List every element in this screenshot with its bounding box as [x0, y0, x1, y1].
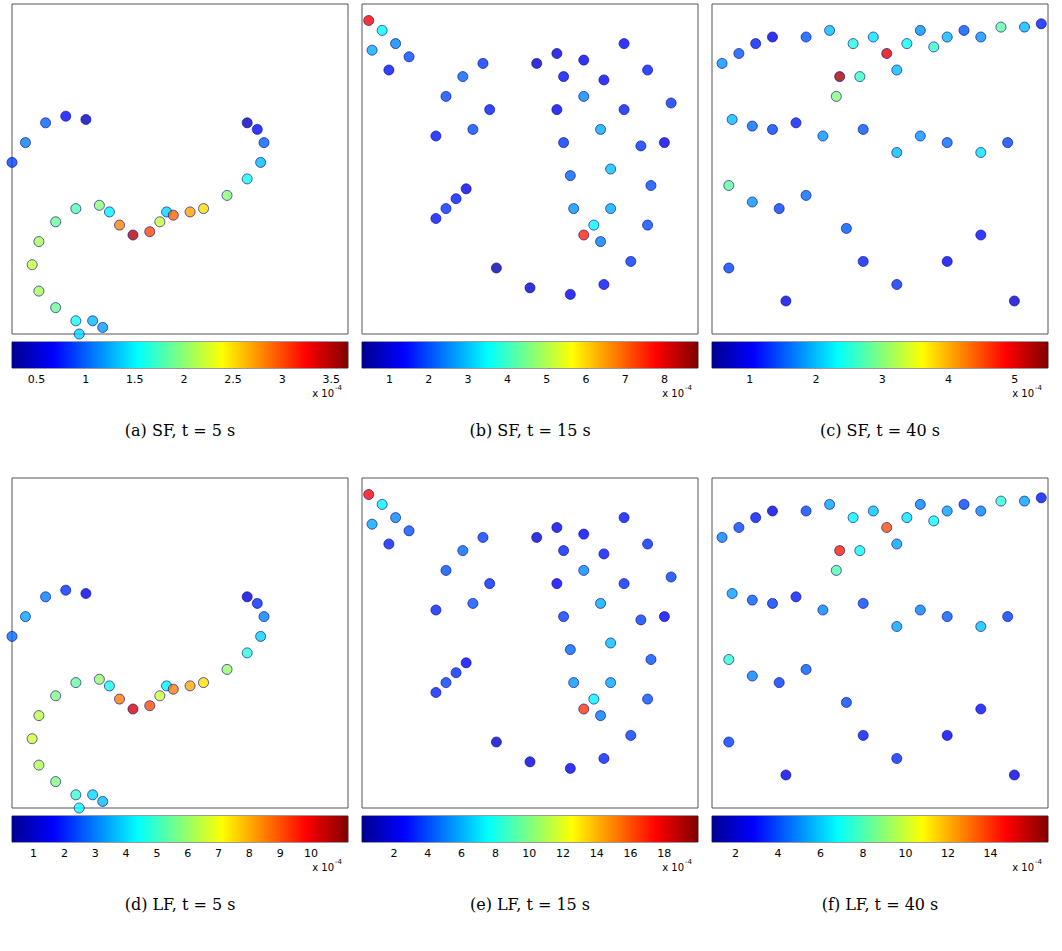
svg-text:1: 1: [30, 847, 37, 860]
svg-text:6: 6: [817, 847, 824, 860]
svg-text:5: 5: [153, 847, 160, 860]
svg-text:8: 8: [246, 847, 253, 860]
svg-text:5: 5: [543, 373, 550, 386]
svg-text:2: 2: [732, 847, 739, 860]
svg-text:3.5: 3.5: [323, 373, 341, 386]
svg-text:(b) SF, t = 15 s: (b) SF, t = 15 s: [469, 421, 590, 440]
svg-text:1: 1: [746, 373, 753, 386]
svg-text:9: 9: [277, 847, 284, 860]
svg-text:8: 8: [492, 847, 499, 860]
svg-text:2: 2: [425, 373, 432, 386]
svg-text:x 10: x 10: [662, 862, 684, 873]
svg-text:8: 8: [859, 847, 866, 860]
svg-text:2: 2: [61, 847, 68, 860]
svg-text:3: 3: [465, 373, 472, 386]
svg-text:5: 5: [1011, 373, 1018, 386]
svg-text:-4: -4: [335, 383, 342, 392]
svg-text:0.5: 0.5: [28, 373, 46, 386]
svg-text:(f) LF, t = 40 s: (f) LF, t = 40 s: [822, 895, 939, 914]
svg-text:1: 1: [386, 373, 393, 386]
svg-text:1.5: 1.5: [126, 373, 144, 386]
svg-text:3: 3: [879, 373, 886, 386]
svg-text:(d) LF, t = 5 s: (d) LF, t = 5 s: [125, 895, 236, 914]
svg-text:18: 18: [657, 847, 671, 860]
svg-text:4: 4: [424, 847, 431, 860]
svg-text:14: 14: [590, 847, 604, 860]
svg-text:x 10: x 10: [312, 862, 334, 873]
svg-text:(e) LF, t = 15 s: (e) LF, t = 15 s: [470, 895, 590, 914]
svg-text:12: 12: [556, 847, 570, 860]
svg-text:x 10: x 10: [662, 388, 684, 399]
svg-text:-4: -4: [335, 858, 343, 866]
svg-text:10: 10: [899, 847, 913, 860]
svg-text:12: 12: [941, 847, 955, 860]
svg-text:(a) SF, t = 5 s: (a) SF, t = 5 s: [125, 421, 235, 440]
svg-text:6: 6: [458, 847, 465, 860]
svg-text:(c) SF, t = 40 s: (c) SF, t = 40 s: [820, 421, 940, 440]
svg-text:-4: -4: [685, 384, 693, 392]
svg-text:2: 2: [813, 373, 820, 386]
svg-text:4: 4: [123, 847, 130, 860]
svg-text:3: 3: [92, 847, 99, 860]
svg-text:3: 3: [279, 373, 286, 386]
svg-text:x 10: x 10: [312, 388, 334, 399]
svg-text:-4: -4: [685, 858, 693, 866]
svg-text:2.5: 2.5: [224, 373, 242, 386]
svg-text:6: 6: [583, 373, 590, 386]
svg-text:4: 4: [504, 373, 511, 386]
svg-text:4: 4: [945, 373, 952, 386]
svg-text:1: 1: [82, 373, 89, 386]
svg-text:2: 2: [180, 373, 187, 386]
svg-text:x 10: x 10: [1012, 388, 1034, 399]
svg-text:-4: -4: [1035, 384, 1043, 392]
svg-text:14: 14: [984, 847, 998, 860]
svg-text:7: 7: [215, 847, 222, 860]
svg-text:-4: -4: [1035, 858, 1043, 866]
svg-text:16: 16: [623, 847, 637, 860]
svg-text:x 10: x 10: [1012, 862, 1034, 873]
svg-text:2: 2: [391, 847, 398, 860]
svg-text:8: 8: [661, 373, 668, 386]
svg-text:10: 10: [304, 847, 318, 860]
svg-text:6: 6: [184, 847, 191, 860]
svg-text:4: 4: [774, 847, 781, 860]
svg-text:10: 10: [522, 847, 536, 860]
svg-text:7: 7: [622, 373, 629, 386]
